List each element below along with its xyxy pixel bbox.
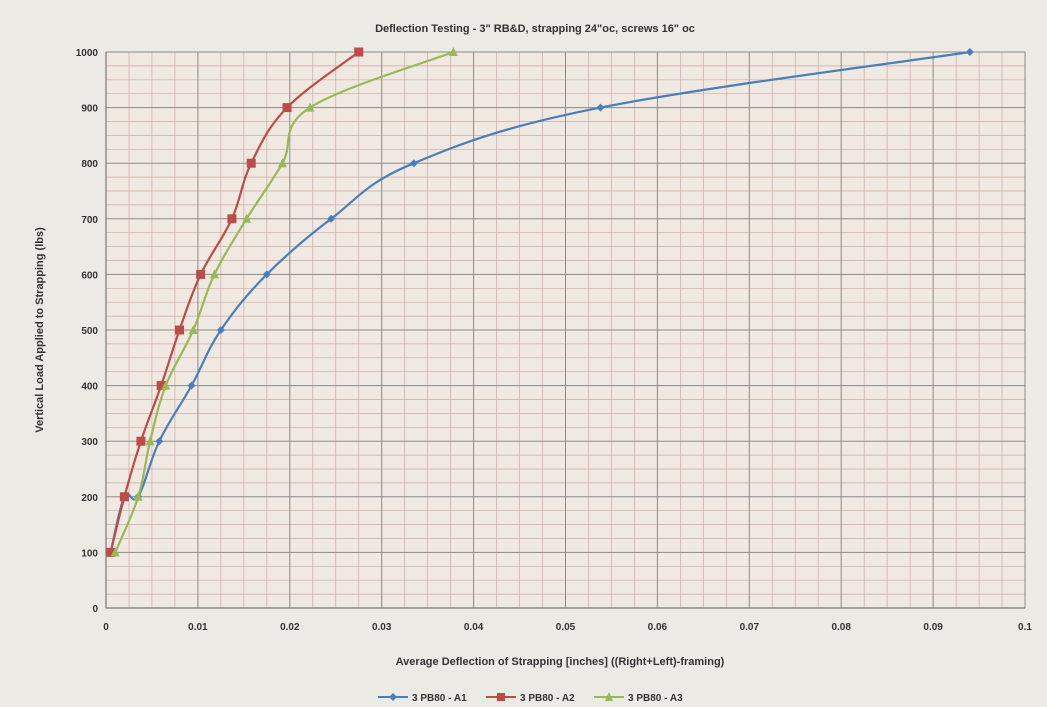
- x-tick-label: 0.08: [831, 622, 851, 633]
- data-point: [596, 103, 605, 112]
- data-point: [282, 103, 292, 113]
- data-point: [196, 269, 206, 279]
- x-tick-label: 0.06: [648, 622, 668, 633]
- data-point: [227, 214, 237, 224]
- x-tick-label: 0.09: [923, 622, 943, 633]
- legend-label-a3: 3 PB80 - A3: [628, 693, 683, 704]
- x-tick-label: 0.04: [464, 622, 484, 633]
- data-point: [188, 325, 198, 334]
- series-layer: [106, 47, 974, 557]
- y-axis-title: Vertical Load Applied to Strapping (lbs): [34, 227, 46, 433]
- y-tick-label: 700: [81, 215, 98, 226]
- series-2: [106, 47, 364, 557]
- data-point: [216, 326, 225, 334]
- data-point: [327, 214, 336, 223]
- legend-item-a1: 3 PB80 - A1: [378, 693, 467, 704]
- chart-title: Deflection Testing - 3" RB&D, strapping …: [375, 23, 695, 35]
- y-tick-label: 800: [81, 159, 98, 170]
- data-point: [161, 380, 171, 390]
- data-point: [119, 492, 129, 502]
- data-point: [145, 436, 155, 446]
- y-tick-label: 500: [81, 326, 98, 337]
- legend-label-a1: 3 PB80 - A1: [412, 693, 467, 704]
- diamond-marker-icon: [389, 693, 397, 701]
- data-point: [965, 48, 974, 56]
- x-tick-label: 0: [103, 622, 109, 633]
- data-point: [242, 213, 252, 223]
- y-tick-label: 300: [81, 437, 98, 448]
- x-tick-label: 0.02: [280, 622, 300, 633]
- y-tick-labels: 0 100 200 300 400 500 600 700 800 900 1000: [76, 48, 99, 615]
- data-point: [305, 102, 315, 112]
- legend-label-a2: 3 PB80 - A2: [520, 693, 575, 704]
- series-3: [110, 47, 458, 557]
- x-tick-label: 0.05: [556, 622, 576, 633]
- triangle-marker-icon: [605, 692, 613, 701]
- data-point: [133, 491, 143, 501]
- data-point: [136, 436, 146, 446]
- x-tick-labels: 0 0.01 0.02 0.03 0.04 0.05 0.06 0.07 0.08 0.09 0.1: [103, 622, 1032, 633]
- data-point: [175, 325, 185, 335]
- data-point: [246, 158, 256, 168]
- data-point: [209, 269, 219, 279]
- legend-item-a2: 3 PB80 - A2: [486, 693, 575, 704]
- x-tick-label: 0.07: [740, 622, 760, 633]
- y-tick-label: 100: [81, 548, 98, 559]
- data-point: [448, 47, 458, 56]
- series-line: [109, 51, 360, 553]
- major-grid: [106, 51, 1026, 608]
- y-tick-label: 900: [81, 104, 98, 115]
- y-tick-label: 400: [81, 382, 98, 393]
- data-point: [155, 437, 164, 446]
- y-tick-label: 600: [81, 270, 98, 281]
- x-axis-title: Average Deflection of Strapping [inches]…: [396, 656, 725, 668]
- x-tick-label: 0.03: [372, 622, 392, 633]
- legend: 3 PB80 - A1 3 PB80 - A2 3 PB80 - A3: [378, 692, 683, 704]
- data-point: [409, 159, 418, 168]
- data-point: [110, 547, 120, 557]
- data-point: [106, 547, 116, 557]
- y-tick-label: 1000: [76, 48, 99, 59]
- legend-item-a3: 3 PB80 - A3: [594, 692, 683, 704]
- data-point: [156, 381, 166, 391]
- data-point: [354, 47, 364, 57]
- x-tick-label: 0.01: [188, 622, 208, 633]
- square-marker-icon: [497, 693, 505, 701]
- data-point: [262, 270, 271, 279]
- data-point: [187, 381, 196, 390]
- x-tick-label: 0.1: [1018, 622, 1032, 633]
- y-tick-label: 0: [92, 604, 98, 615]
- data-point: [277, 158, 287, 168]
- y-tick-label: 200: [81, 493, 98, 504]
